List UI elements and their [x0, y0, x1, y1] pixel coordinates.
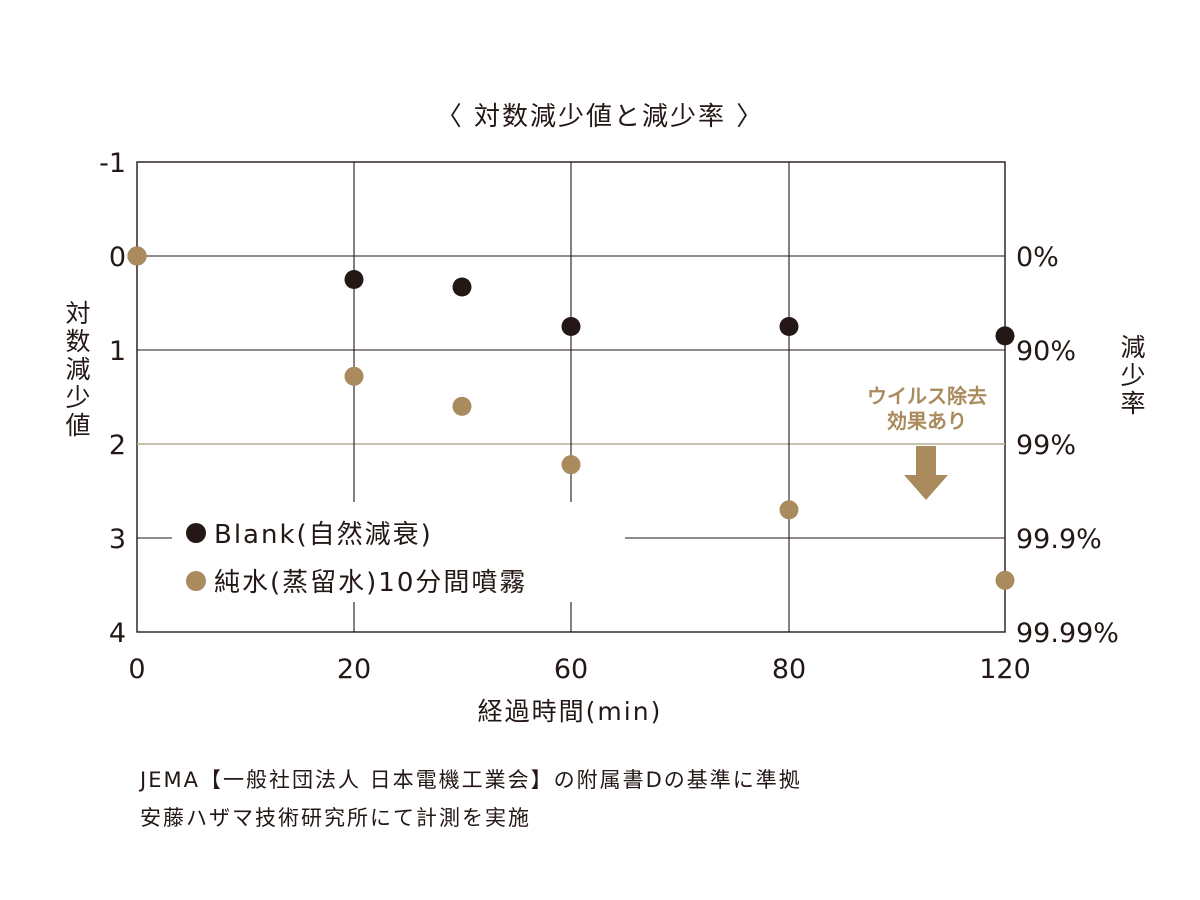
- y-tick-label: 2: [109, 430, 126, 461]
- point-blank: [344, 270, 364, 289]
- y-tick-label-right: 90%: [1016, 336, 1076, 367]
- point-blank: [452, 277, 472, 297]
- y-tick-label: -1: [99, 148, 126, 179]
- annotation-line-1: ウイルス除去: [867, 384, 987, 408]
- legend-label-pure-water: 純水(蒸留水)10分間噴霧: [214, 568, 528, 598]
- y-tick-label-right: 0%: [1016, 242, 1059, 273]
- x-tick-label: 80: [772, 654, 806, 685]
- legend: Blank(自然減衰) 純水(蒸留水)10分間噴霧: [172, 502, 625, 602]
- point-pure-water: [779, 500, 799, 520]
- y-axis-label-left: 対数減少値: [62, 300, 91, 440]
- point-pure-water: [995, 570, 1015, 590]
- footnote-standard: JEMA【一般社団法人 日本電機工業会】の附属書Dの基準に準拠: [140, 768, 802, 792]
- chart-title: 〈 対数減少値と減少率 〉: [435, 102, 765, 132]
- legend-label-blank: Blank(自然減衰): [214, 520, 433, 550]
- virus-removal-annotation: ウイルス除去 効果あり: [842, 384, 1012, 434]
- y-tick-label-right: 99.99%: [1016, 618, 1119, 649]
- x-tick-label: 60: [554, 654, 588, 685]
- y-axis-label-right: 減少率: [1117, 334, 1146, 418]
- x-tick-label: 20: [337, 654, 371, 685]
- y-tick-label: 1: [109, 336, 126, 367]
- point-blank: [561, 317, 581, 336]
- footnote-measurement: 安藤ハザマ技術研究所にて計測を実施: [140, 806, 531, 830]
- point-pure-water: [561, 455, 581, 475]
- y-tick-label-right: 99%: [1016, 430, 1076, 461]
- point-blank: [995, 326, 1015, 346]
- legend-item-pure-water: 純水(蒸留水)10分間噴霧: [186, 562, 527, 599]
- annotation-line-2: 効果あり: [887, 409, 967, 433]
- y-tick-label-right: 99.9%: [1016, 524, 1102, 555]
- legend-item-blank: Blank(自然減衰): [186, 514, 433, 551]
- legend-marker-pure-water: [186, 570, 206, 591]
- point-blank: [779, 317, 799, 336]
- legend-marker-blank: [186, 522, 206, 543]
- point-pure-water: [344, 366, 364, 386]
- x-tick-label: 0: [128, 654, 145, 685]
- down-arrow-icon: [904, 446, 948, 500]
- y-tick-label: 0: [109, 242, 126, 273]
- x-axis-label: 経過時間(min): [477, 697, 663, 726]
- y-tick-label: 3: [109, 524, 126, 555]
- y-tick-label: 4: [109, 618, 126, 649]
- x-tick-label: 120: [979, 654, 1031, 685]
- point-pure-water: [127, 246, 147, 266]
- point-pure-water: [452, 396, 472, 416]
